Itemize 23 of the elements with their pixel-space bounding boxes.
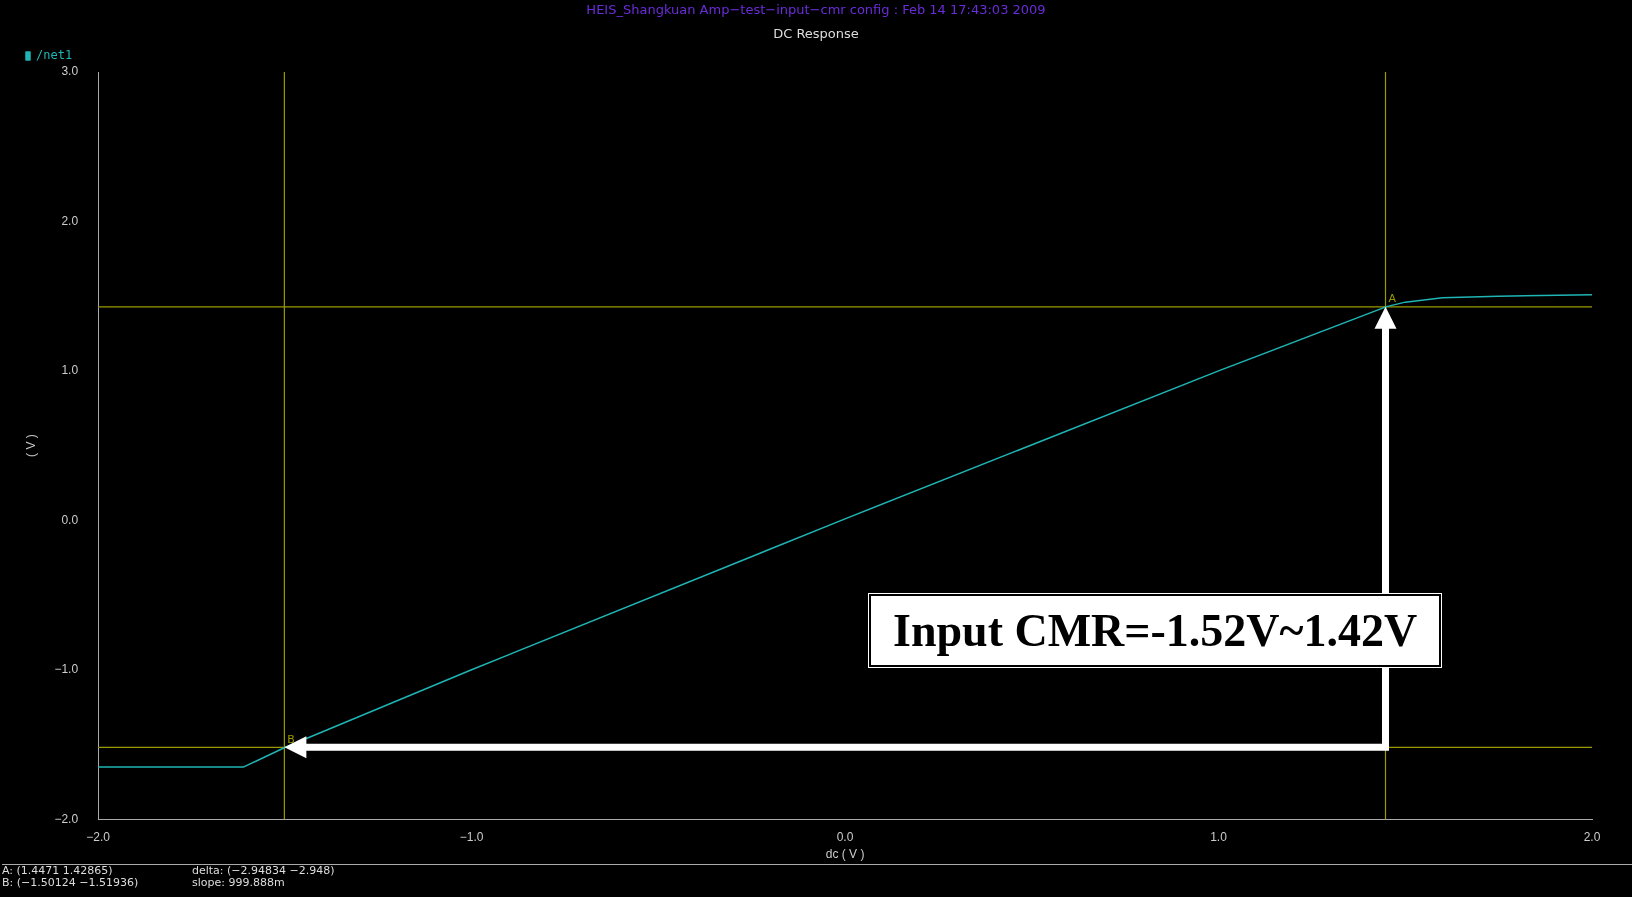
x-tick-label: 0.0 <box>836 829 854 844</box>
x-tick-label: 1.0 <box>1210 829 1228 844</box>
y-tick-label: −1.0 <box>54 662 79 677</box>
x-tick-label: 2.0 <box>1583 829 1601 844</box>
y-tick-label: 0.0 <box>61 512 79 527</box>
y-tick-label: 1.0 <box>61 363 79 378</box>
ref-line-label: B <box>287 732 295 746</box>
text: B: (−1.50124 −1.51936) <box>2 876 140 889</box>
y-tick-label: −2.0 <box>54 811 79 826</box>
text: delta: (−2.94834 −2.948) <box>192 864 335 877</box>
y-tick-label: 2.0 <box>61 213 79 228</box>
ref-line-label: A <box>1388 292 1397 306</box>
x-axis-title: dc ( V ) <box>825 847 865 862</box>
x-tick-label: −2.0 <box>86 829 111 844</box>
text: A: (1.4471 1.42865) <box>2 864 114 877</box>
y-axis-title: ( V ) <box>23 434 38 457</box>
chart-title: DC Response <box>772 26 860 41</box>
legend-label: /net1 <box>36 48 73 63</box>
x-tick-label: −1.0 <box>459 829 484 844</box>
annotation: Input CMR=-1.52V~1.42V <box>869 594 1442 667</box>
text: slope: 999.888m <box>192 876 286 889</box>
y-tick-label: 3.0 <box>61 64 79 79</box>
chart-subtitle: HEIS_Shangkuan Amp−test−input−cmr config : Feb 14 17:43:03 2009 <box>585 2 1047 17</box>
